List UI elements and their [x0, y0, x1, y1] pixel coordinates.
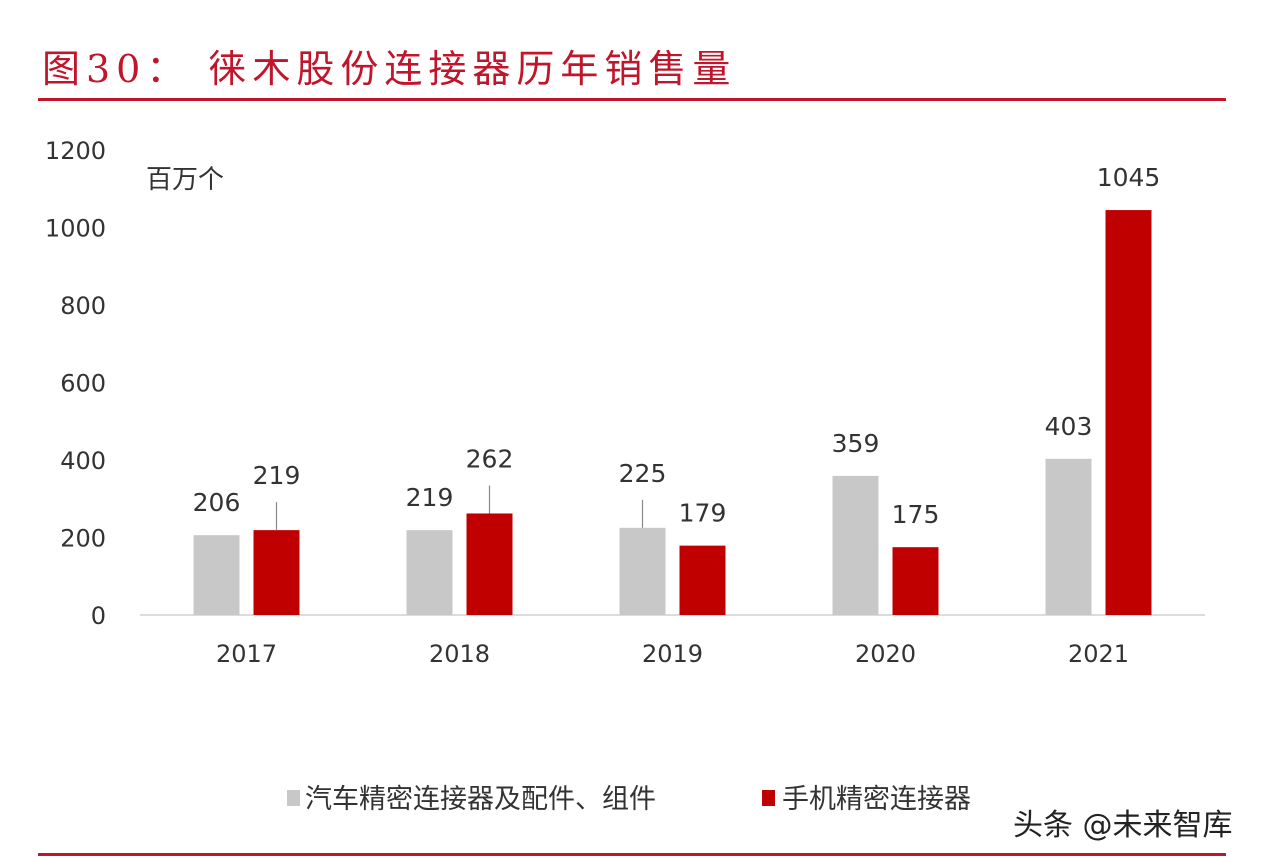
bar-phone-2017 — [253, 530, 300, 615]
legend-swatch — [287, 790, 300, 806]
y-tick-label: 400 — [60, 447, 106, 475]
y-axis-unit: 百万个 — [146, 165, 224, 195]
y-tick-label: 200 — [60, 525, 106, 553]
bar-auto-2018 — [406, 530, 453, 615]
bar-auto-2020 — [832, 475, 879, 615]
data-label: 1045 — [1097, 163, 1161, 192]
data-label: 206 — [193, 488, 241, 517]
bar-phone-2021 — [1105, 210, 1152, 615]
bar-auto-2017 — [193, 535, 240, 615]
bar-phone-2018 — [466, 513, 513, 615]
chart-title: 图30： 徕木股份连接器历年销售量 — [42, 47, 737, 91]
data-label: 225 — [619, 459, 667, 488]
y-tick-label: 1000 — [45, 215, 106, 243]
legend-label: 汽车精密连接器及配件、组件 — [305, 784, 656, 815]
x-tick-label: 2020 — [855, 640, 916, 668]
legend-label: 手机精密连接器 — [782, 784, 971, 815]
data-label: 179 — [679, 499, 727, 528]
bottom-divider — [38, 853, 1226, 856]
data-label: 219 — [253, 461, 301, 490]
bar-auto-2021 — [1045, 458, 1092, 615]
x-tick-label: 2019 — [642, 640, 703, 668]
x-tick-label: 2021 — [1068, 640, 1129, 668]
legend-swatch — [762, 790, 775, 806]
title-divider — [38, 98, 1226, 101]
y-tick-label: 800 — [60, 292, 106, 320]
data-label: 262 — [466, 444, 514, 473]
data-label: 359 — [832, 429, 880, 458]
y-tick-label: 0 — [91, 602, 106, 630]
x-tick-label: 2017 — [216, 640, 277, 668]
bar-phone-2019 — [679, 545, 726, 615]
x-tick-label: 2018 — [429, 640, 490, 668]
bar-phone-2020 — [892, 547, 939, 615]
watermark: 头条 @未来智库 — [1013, 808, 1233, 843]
bar-auto-2019 — [619, 527, 666, 615]
data-label: 175 — [892, 500, 940, 529]
y-tick-label: 1200 — [45, 137, 106, 165]
y-tick-label: 600 — [60, 370, 106, 398]
data-label: 219 — [406, 483, 454, 512]
data-label: 403 — [1045, 412, 1093, 441]
